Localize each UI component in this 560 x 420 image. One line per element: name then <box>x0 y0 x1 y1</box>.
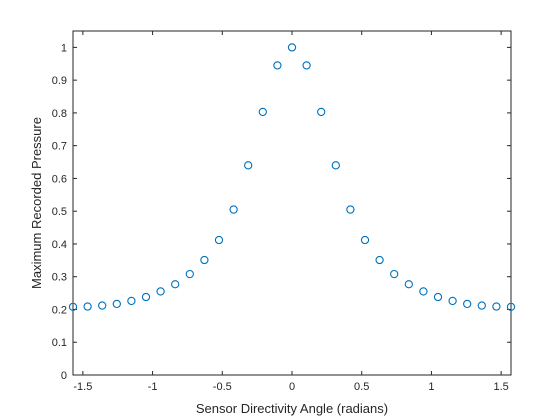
data-point <box>258 107 267 117</box>
x-tick-label: 1 <box>428 381 434 393</box>
x-tick-label: -1 <box>148 381 158 393</box>
y-tick-label: 1 <box>61 42 67 54</box>
data-point <box>127 296 136 306</box>
data-point <box>83 302 92 311</box>
data-point <box>506 302 516 312</box>
axes-frame <box>72 30 512 376</box>
y-tick-label: 0.3 <box>52 272 67 284</box>
data-point <box>141 292 151 302</box>
data-point <box>419 287 428 296</box>
data-point <box>68 302 78 312</box>
data-point <box>156 287 165 296</box>
data-point <box>331 161 340 170</box>
data-points <box>68 43 516 312</box>
data-point <box>244 161 253 170</box>
data-point <box>229 205 238 214</box>
data-point <box>302 61 311 70</box>
data-point <box>492 302 501 311</box>
data-point <box>390 269 399 279</box>
data-point <box>433 292 443 302</box>
x-tick-label: 0.5 <box>354 381 369 393</box>
x-tick-label: 1.5 <box>493 381 508 393</box>
data-point <box>98 301 107 310</box>
data-point <box>463 299 472 309</box>
y-tick-label: 0.9 <box>52 75 67 87</box>
x-axis-label: Sensor Directivity Angle (radians) <box>196 401 388 416</box>
x-axis-ticks: -1.5 -1 -0.5 0 0.5 1 1.5 <box>73 31 509 393</box>
x-tick-label: 0 <box>289 381 295 393</box>
data-point <box>214 235 224 245</box>
data-point <box>171 280 180 289</box>
y-tick-label: 0.4 <box>52 239 67 251</box>
data-point <box>112 299 121 309</box>
data-point <box>287 43 297 52</box>
x-tick-label: -0.5 <box>213 381 232 393</box>
y-tick-label: 0.8 <box>52 108 67 120</box>
y-tick-label: 0.7 <box>52 141 67 153</box>
data-point <box>346 205 355 214</box>
y-tick-label: 0 <box>61 370 67 382</box>
plot-box <box>72 30 512 376</box>
data-point <box>185 269 194 279</box>
data-point <box>360 235 370 245</box>
y-axis-ticks: 0 0.1 0.2 0.3 0.4 0.5 0.6 0.7 0.8 0.9 1 <box>52 42 511 382</box>
y-tick-label: 0.5 <box>52 206 67 218</box>
data-point <box>448 296 457 306</box>
x-tick-label: -1.5 <box>73 381 92 393</box>
data-point <box>404 280 413 289</box>
data-point <box>477 301 486 310</box>
data-point <box>375 255 384 265</box>
data-point <box>273 61 282 70</box>
data-point <box>200 255 209 265</box>
y-axis-label: Maximum Recorded Pressure <box>29 117 44 289</box>
y-tick-label: 0.1 <box>52 337 67 349</box>
y-tick-label: 0.6 <box>52 173 67 185</box>
data-point <box>317 107 326 117</box>
y-tick-label: 0.2 <box>52 304 67 316</box>
